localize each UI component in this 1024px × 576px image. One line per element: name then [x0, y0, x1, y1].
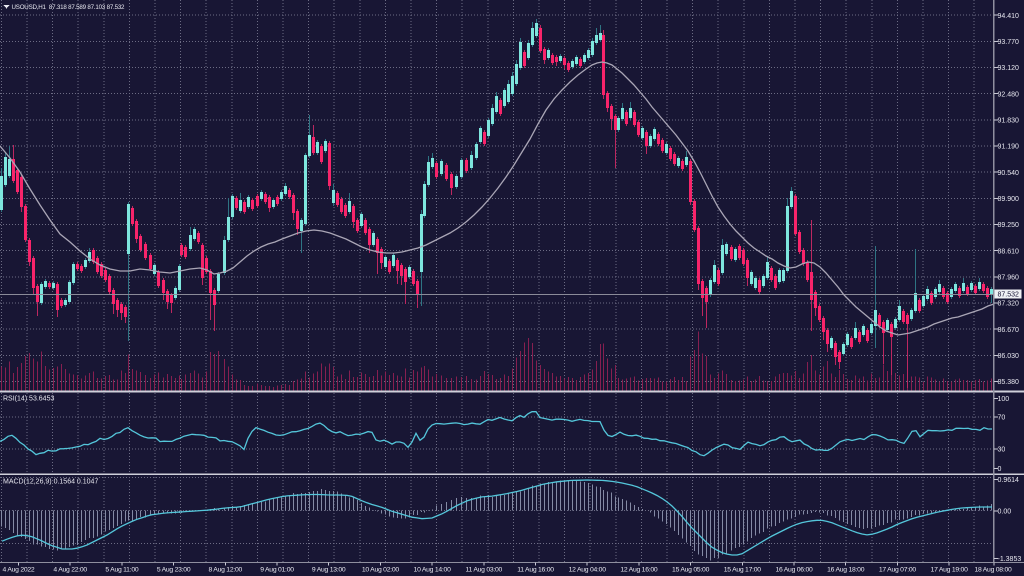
svg-text:88.610: 88.610	[998, 248, 1020, 255]
svg-text:87.532: 87.532	[998, 292, 1020, 299]
svg-text:12 Aug 16:00: 12 Aug 16:00	[620, 566, 658, 573]
svg-text:11 Aug 16:00: 11 Aug 16:00	[517, 566, 554, 573]
svg-text:17 Aug 07:00: 17 Aug 07:00	[879, 566, 917, 573]
svg-text:RSI(14) 53.6453: RSI(14) 53.6453	[3, 396, 54, 403]
svg-text:16 Aug 18:00: 16 Aug 18:00	[827, 566, 865, 573]
svg-text:MACD(12,26,9) 0.1564 0.1047: MACD(12,26,9) 0.1564 0.1047	[3, 479, 98, 486]
svg-text:94.410: 94.410	[998, 13, 1020, 20]
svg-text:0.9614: 0.9614	[998, 477, 1020, 484]
svg-text:70: 70	[998, 415, 1006, 422]
svg-text:8 Aug 12:00: 8 Aug 12:00	[209, 566, 243, 573]
svg-text:90.540: 90.540	[998, 170, 1020, 177]
svg-text:15 Aug 17:00: 15 Aug 17:00	[724, 566, 762, 573]
svg-text:86.030: 86.030	[998, 353, 1020, 360]
svg-text:87.960: 87.960	[998, 275, 1020, 282]
svg-text:11 Aug 03:00: 11 Aug 03:00	[466, 566, 503, 573]
svg-text:91.830: 91.830	[998, 118, 1020, 125]
svg-text:10 Aug 02:00: 10 Aug 02:00	[362, 566, 400, 573]
svg-text:15 Aug 05:00: 15 Aug 05:00	[672, 566, 710, 573]
svg-text:USOUSD,H1 87.318 87.589 87.10: USOUSD,H1 87.318 87.589 87.103 87.532	[12, 4, 126, 11]
svg-text:4 Aug 2022: 4 Aug 2022	[3, 566, 35, 573]
svg-text:86.670: 86.670	[998, 327, 1020, 334]
svg-text:89.900: 89.900	[998, 196, 1020, 203]
svg-text:93.770: 93.770	[998, 39, 1020, 46]
svg-text:89.250: 89.250	[998, 222, 1020, 229]
svg-text:-1.3853: -1.3853	[998, 556, 1022, 563]
svg-text:5 Aug 11:00: 5 Aug 11:00	[105, 566, 138, 573]
svg-text:30: 30	[998, 447, 1006, 454]
svg-text:0.00: 0.00	[998, 509, 1012, 516]
svg-text:17 Aug 19:00: 17 Aug 19:00	[931, 566, 969, 573]
svg-text:9 Aug 13:00: 9 Aug 13:00	[312, 566, 346, 573]
svg-text:12 Aug 04:00: 12 Aug 04:00	[569, 566, 607, 573]
svg-text:93.120: 93.120	[998, 65, 1020, 72]
svg-text:10 Aug 14:00: 10 Aug 14:00	[414, 566, 452, 573]
svg-text:100: 100	[998, 396, 1010, 403]
svg-text:87.320: 87.320	[998, 301, 1020, 308]
svg-text:9 Aug 01:00: 9 Aug 01:00	[260, 566, 294, 573]
svg-text:4 Aug 22:00: 4 Aug 22:00	[53, 566, 87, 573]
svg-text:92.480: 92.480	[998, 91, 1020, 98]
svg-text:18 Aug 08:00: 18 Aug 08:00	[974, 566, 1012, 573]
svg-text:16 Aug 06:00: 16 Aug 06:00	[775, 566, 813, 573]
svg-text:85.380: 85.380	[998, 379, 1020, 386]
svg-text:91.190: 91.190	[998, 144, 1020, 151]
svg-text:0: 0	[998, 466, 1002, 473]
svg-text:5 Aug 23:00: 5 Aug 23:00	[157, 566, 191, 573]
